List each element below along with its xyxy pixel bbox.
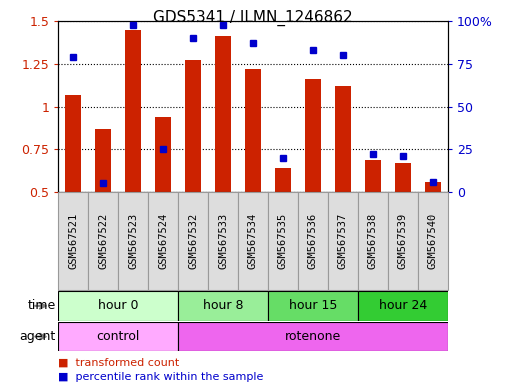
Bar [304,79,321,192]
Text: GSM567521: GSM567521 [68,213,78,269]
Bar [65,94,81,192]
Text: GSM567540: GSM567540 [427,213,437,269]
Text: hour 8: hour 8 [203,300,243,312]
FancyBboxPatch shape [58,322,178,351]
Text: hour 15: hour 15 [288,300,336,312]
FancyBboxPatch shape [118,192,148,290]
FancyBboxPatch shape [357,192,387,290]
Text: GSM567538: GSM567538 [367,213,377,269]
Text: GSM567535: GSM567535 [277,213,287,269]
FancyBboxPatch shape [178,291,268,321]
Text: ■  percentile rank within the sample: ■ percentile rank within the sample [58,372,263,382]
FancyBboxPatch shape [58,291,178,321]
Text: GSM567533: GSM567533 [218,213,228,269]
Bar [155,117,171,192]
FancyBboxPatch shape [417,192,447,290]
Bar [424,182,440,192]
Text: GSM567536: GSM567536 [308,213,317,269]
Bar [334,86,350,192]
Text: GSM567522: GSM567522 [98,213,108,269]
Bar [364,159,380,192]
Text: hour 0: hour 0 [97,300,138,312]
Text: rotenone: rotenone [284,330,340,343]
FancyBboxPatch shape [178,322,447,351]
Text: GSM567534: GSM567534 [247,213,258,269]
Bar [394,163,410,192]
FancyBboxPatch shape [208,192,237,290]
Text: GDS5341 / ILMN_1246862: GDS5341 / ILMN_1246862 [153,10,352,26]
Text: GSM567539: GSM567539 [397,213,407,269]
FancyBboxPatch shape [357,291,447,321]
FancyBboxPatch shape [297,192,327,290]
Text: time: time [27,300,56,312]
Bar [184,60,201,192]
Text: GSM567523: GSM567523 [128,213,138,269]
FancyBboxPatch shape [327,192,357,290]
FancyBboxPatch shape [88,192,118,290]
FancyBboxPatch shape [387,192,417,290]
FancyBboxPatch shape [148,192,178,290]
FancyBboxPatch shape [268,291,357,321]
FancyBboxPatch shape [268,192,297,290]
Text: GSM567537: GSM567537 [337,213,347,269]
Text: control: control [96,330,139,343]
Text: GSM567524: GSM567524 [158,213,168,269]
Bar [274,168,291,192]
FancyBboxPatch shape [237,192,268,290]
Text: ■  transformed count: ■ transformed count [58,358,179,368]
Bar [244,69,261,192]
Bar [214,36,231,192]
Bar [95,129,111,192]
Text: GSM567532: GSM567532 [188,213,197,269]
FancyBboxPatch shape [178,192,208,290]
Bar [125,30,141,192]
Text: agent: agent [19,330,56,343]
FancyBboxPatch shape [58,192,88,290]
Text: hour 24: hour 24 [378,300,426,312]
